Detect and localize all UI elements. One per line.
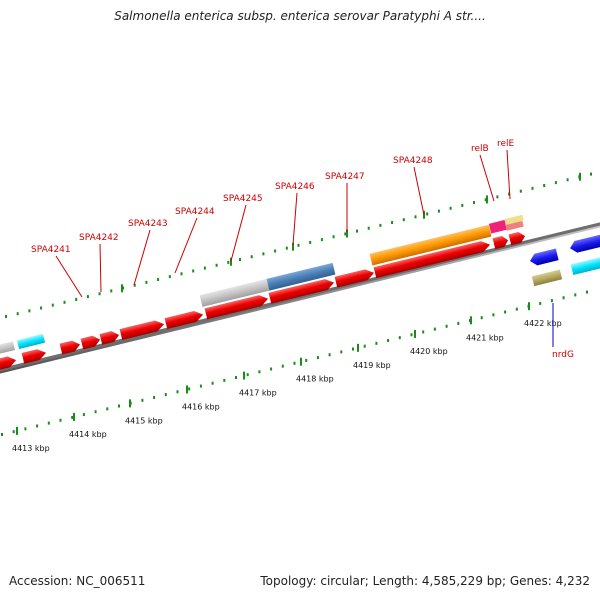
gene-red-12-shape (508, 231, 526, 246)
gene-red-8 (268, 278, 335, 304)
leader-line-5 (292, 192, 298, 246)
feature-cyan-left (16, 333, 46, 349)
gene-red-0-shape (0, 356, 17, 371)
feature-khaki-shape (504, 214, 524, 225)
gene-label-2: SPA4243 (128, 219, 168, 229)
gene-red-11-shape (492, 235, 509, 250)
kbp-tick-label-6: 4419 kbp (353, 361, 391, 370)
feature-gray-left-shape (0, 341, 16, 355)
leader-line-1 (99, 243, 102, 293)
feature-gray-mid-shape (199, 278, 270, 307)
accession-text: Accession: NC_006511 (9, 574, 146, 588)
leader-line-0 (55, 255, 83, 298)
gene-red-1 (21, 349, 47, 365)
feature-pink-shape (505, 220, 524, 231)
kbp-tick-label-5: 4418 kbp (296, 375, 334, 384)
gene-label-6: SPA4247 (325, 172, 365, 182)
gene-label-4: SPA4245 (223, 194, 263, 204)
leader-line-4 (230, 204, 247, 262)
feature-tracks (0, 214, 600, 374)
feature-magenta (488, 219, 508, 234)
feature-blue-right-1 (530, 248, 559, 266)
feature-gray-left (0, 341, 16, 355)
feature-khaki (504, 214, 524, 225)
gene-red-4 (99, 330, 120, 346)
gene-red-3 (80, 335, 101, 350)
gene-label-7: SPA4248 (393, 156, 433, 166)
map-title: Salmonella enterica subsp. enterica sero… (114, 9, 486, 23)
kbp-ticks: 4413 kbp 4414 kbp 4415 kbp 4416 kbp 4417 kbp… (12, 302, 562, 453)
kbp-tick-label-8: 4421 kbp (466, 333, 504, 342)
feature-cyan-left-shape (16, 333, 46, 349)
feature-blue-right-2-shape (570, 232, 600, 253)
gene-red-4-shape (99, 330, 120, 346)
lower-dotted-scale (1, 290, 588, 437)
feature-cyan-right (570, 256, 600, 276)
kbp-tick-label-1: 4414 kbp (69, 430, 107, 439)
gene-red-0 (0, 356, 17, 371)
gene-red-6 (164, 310, 204, 330)
gene-red-7 (204, 295, 269, 320)
kbp-tick-label-3: 4416 kbp (182, 402, 220, 411)
leader-line-9 (506, 149, 511, 200)
gene-red-1-shape (21, 349, 47, 365)
gene-label-1: SPA4242 (79, 233, 119, 243)
gene-red-8-shape (268, 278, 335, 304)
gene-red-12 (508, 231, 526, 246)
feature-pink (505, 220, 524, 231)
feature-orange (369, 224, 492, 266)
gene-red-2-shape (59, 340, 81, 355)
leader-line-7 (413, 166, 425, 216)
leader-line-3 (174, 217, 198, 274)
feature-gray-mid (199, 278, 270, 307)
leader-line-8 (479, 154, 495, 202)
gene-red-5 (119, 320, 165, 341)
gene-label-9: relE (497, 139, 515, 149)
feature-olive-shape (531, 269, 563, 287)
feature-orange-shape (369, 224, 492, 266)
feature-steelblue (266, 262, 336, 291)
gene-label-8: relB (471, 144, 489, 154)
feature-steelblue-shape (266, 262, 336, 291)
kbp-tick-label-0: 4413 kbp (12, 444, 50, 453)
gene-red-5-shape (119, 320, 165, 341)
gene-red-9-shape (334, 269, 375, 288)
leader-line-2 (133, 229, 151, 286)
gene-red-10-shape (373, 240, 491, 279)
gene-red-6-shape (164, 310, 204, 330)
kbp-tick-label-2: 4415 kbp (125, 416, 163, 425)
feature-blue-right-2 (570, 232, 600, 253)
gene-red-3-shape (80, 335, 101, 350)
gene-label-0: SPA4241 (31, 245, 71, 255)
feature-magenta-shape (488, 219, 508, 234)
kbp-tick-label-7: 4420 kbp (410, 347, 448, 356)
feature-olive (531, 269, 563, 287)
gene-red-2 (59, 340, 81, 355)
gene-label-3: SPA4244 (175, 207, 215, 217)
kbp-tick-label-9: 4422 kbp (524, 319, 562, 328)
backbone-core (0, 222, 600, 372)
feature-cyan-right-shape (570, 256, 600, 276)
genome-summary: Topology: circular; Length: 4,585,229 bp… (260, 574, 590, 588)
gene-red-7-shape (204, 295, 269, 320)
gene-label-5: SPA4246 (275, 182, 315, 192)
gene-red-10 (373, 240, 491, 279)
gene-red-9 (334, 269, 375, 288)
feature-blue-right-1-shape (530, 248, 559, 266)
kbp-tick-label-4: 4417 kbp (239, 389, 277, 398)
gene-labels: SPA4241 SPA4242 SPA4243 SPA4244 SPA4245 SPA42… (31, 139, 574, 360)
scale-dots (1, 172, 592, 437)
gene-label-10: nrdG (552, 350, 574, 360)
gene-red-11 (492, 235, 509, 250)
